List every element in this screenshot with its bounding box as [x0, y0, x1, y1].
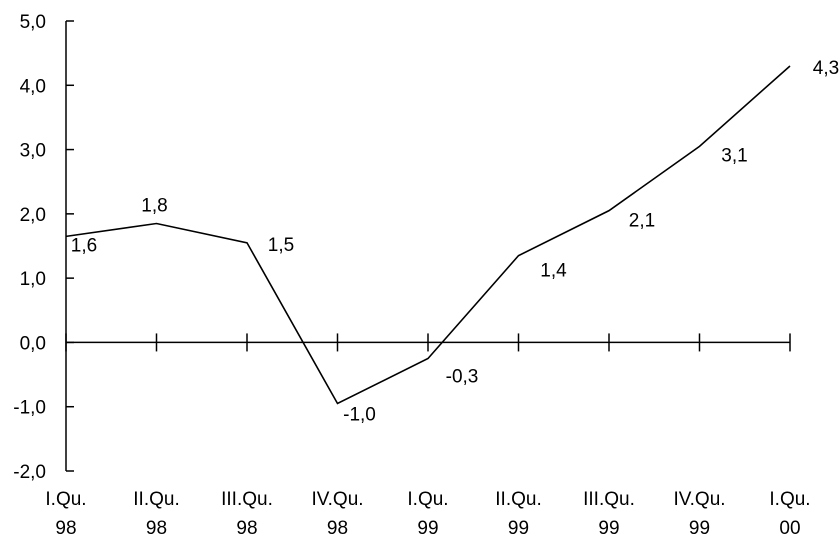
- x-tick-label: 98: [55, 518, 76, 539]
- y-tick-label: -1,0: [13, 398, 46, 419]
- x-tick-label: 00: [779, 518, 800, 539]
- y-tick-label: 2,0: [20, 205, 46, 226]
- x-tick-label: IV.Qu.: [673, 489, 725, 510]
- y-axis: 5,0 4,0 3,0 2,0 1,0 0,0 -1,0 -2,0: [13, 12, 74, 483]
- x-tick-label: 99: [689, 518, 710, 539]
- x-axis: I.Qu. 98 II.Qu. 98 III.Qu. 98 IV.Qu. 98 I.Qu. 99 I…: [45, 333, 811, 539]
- y-tick-label: 5,0: [20, 12, 46, 33]
- y-tick-label: 0,0: [20, 333, 46, 354]
- y-tick-label: 1,0: [20, 269, 46, 290]
- data-label: 2,1: [629, 211, 655, 232]
- x-tick-label: 99: [598, 518, 619, 539]
- data-label: 1,8: [141, 196, 167, 217]
- x-tick-label: III.Qu.: [221, 489, 273, 510]
- data-label: -1,0: [343, 405, 376, 426]
- x-tick-label: 98: [327, 518, 348, 539]
- series: [65, 65, 791, 405]
- x-tick-label: 98: [146, 518, 167, 539]
- data-label: 1,6: [71, 235, 97, 256]
- y-tick-label: -2,0: [13, 462, 46, 483]
- data-label: 4,3: [813, 58, 839, 79]
- data-label: 1,4: [540, 261, 567, 282]
- x-tick-label: 99: [508, 518, 529, 539]
- x-tick-label: III.Qu.: [583, 489, 635, 510]
- x-tick-label: II.Qu.: [133, 489, 179, 510]
- y-tick-label: 4,0: [20, 76, 46, 97]
- y-tick-label: 3,0: [20, 141, 46, 162]
- x-tick-label: 99: [417, 518, 438, 539]
- x-tick-label: I.Qu.: [769, 489, 810, 510]
- data-label: 3,1: [721, 145, 747, 166]
- series-line: [65, 65, 791, 405]
- x-tick-label: II.Qu.: [495, 489, 541, 510]
- x-tick-label: IV.Qu.: [311, 489, 363, 510]
- data-label: -0,3: [446, 367, 479, 388]
- x-tick-label: I.Qu.: [45, 489, 86, 510]
- data-label: 1,5: [268, 235, 294, 256]
- data-labels: 1,6 1,8 1,5 -1,0 -0,3 1,4 2,1 3,1 4,3: [71, 58, 839, 426]
- x-tick-label: 98: [236, 518, 257, 539]
- x-tick-label: I.Qu.: [407, 489, 448, 510]
